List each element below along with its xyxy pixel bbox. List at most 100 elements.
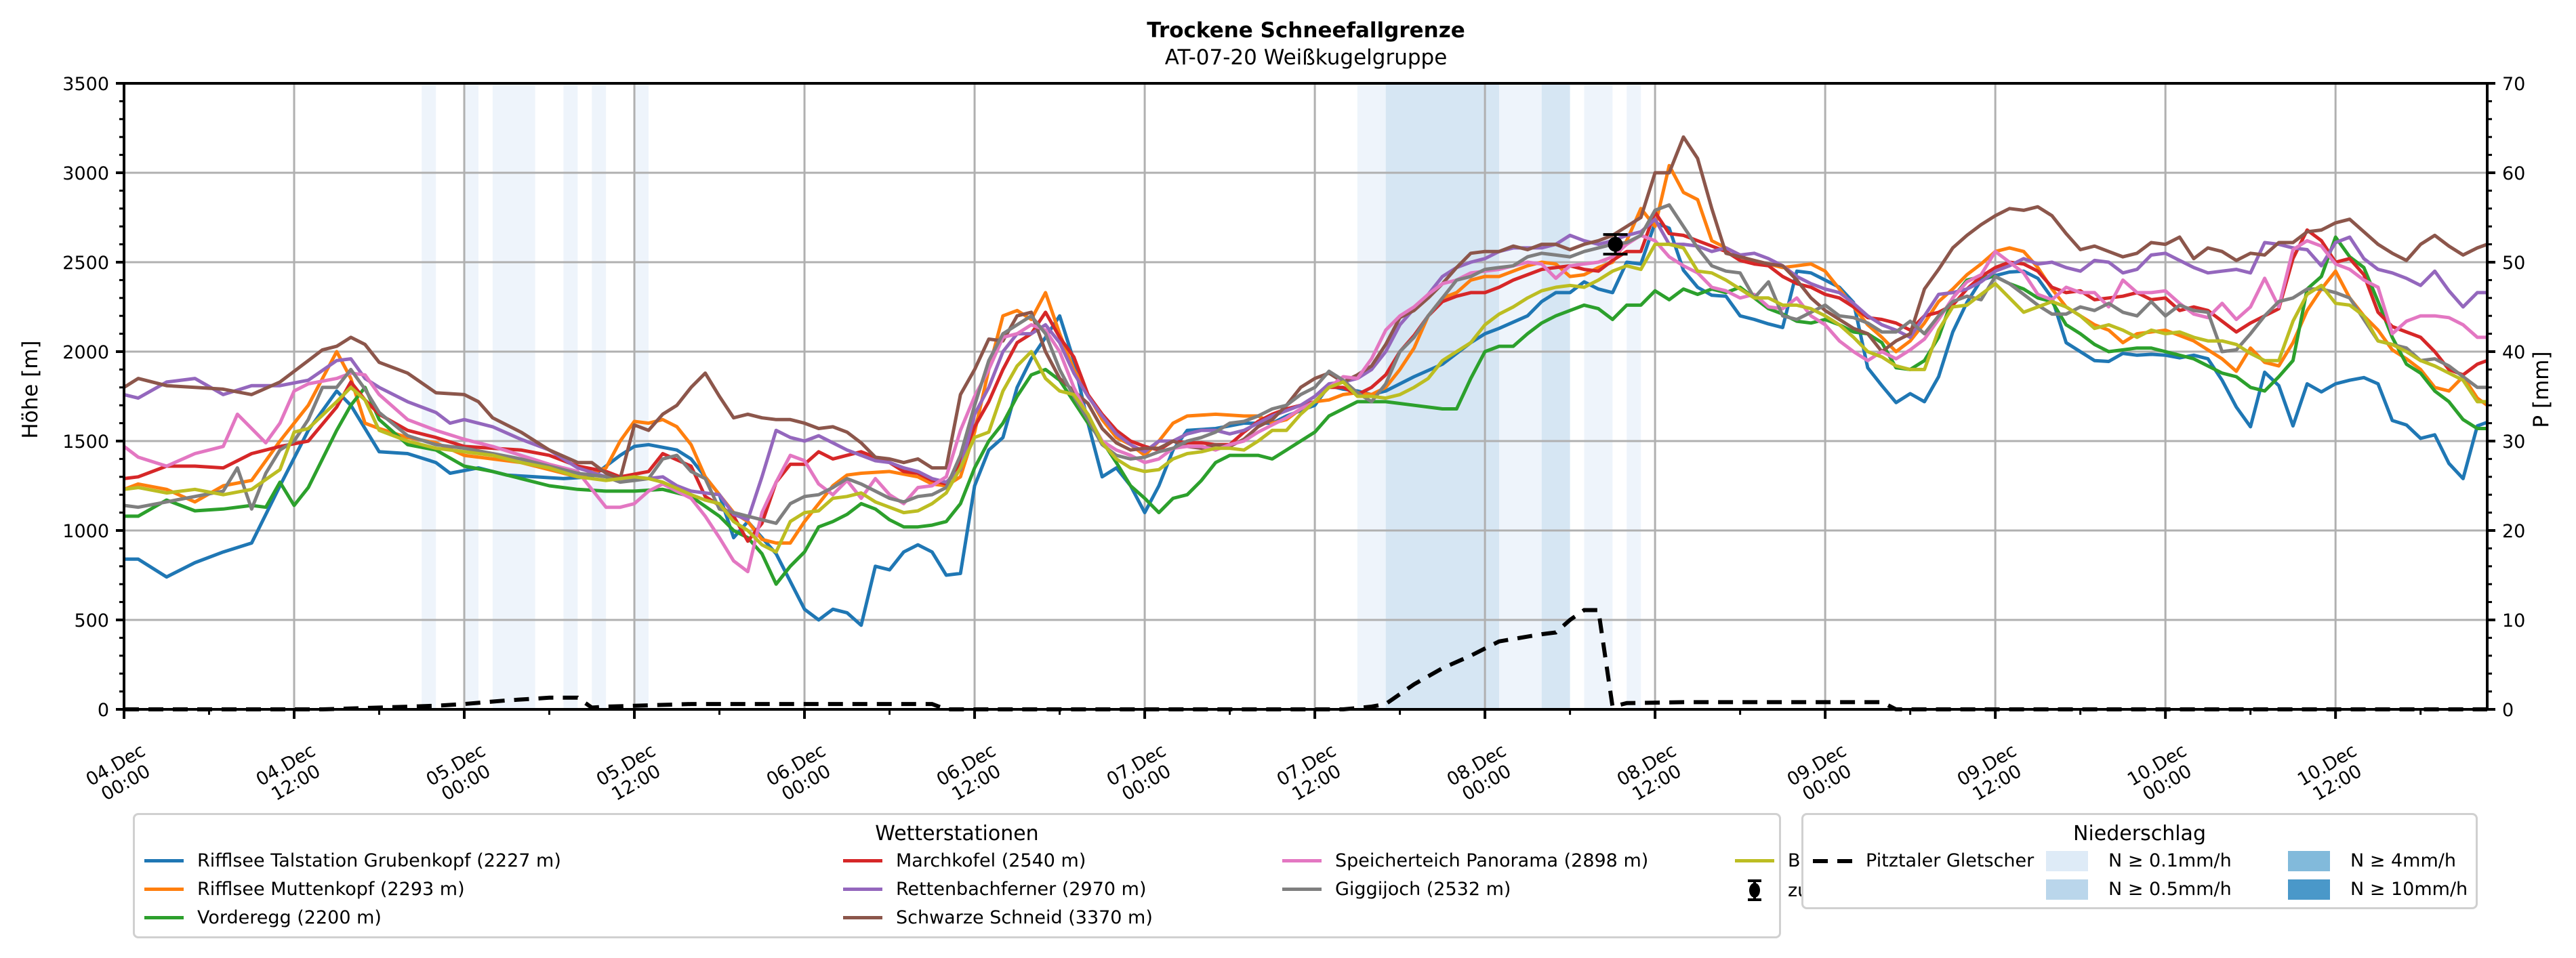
precip-bands <box>422 83 1641 709</box>
legend-label: Marchkofel (2540 m) <box>896 850 1086 871</box>
y-tick-label: 2000 <box>62 342 109 363</box>
line-swatch <box>144 888 184 891</box>
precip-band <box>1584 83 1613 709</box>
x-tick-label: 06.Dec00:00 <box>763 740 840 808</box>
legend-item-station: Schwarze Schneid (3370 m) <box>843 907 1153 928</box>
legend-label: Rifflsee Muttenkopf (2293 m) <box>197 879 465 900</box>
y-tick-label: 0 <box>98 700 109 721</box>
precip-band <box>592 83 607 709</box>
legend-precip: Niederschlag Pitztaler Gletscher N ≥ 0.1… <box>1801 813 2478 909</box>
line-swatch <box>144 859 184 862</box>
legend-label: Giggijoch (2532 m) <box>1335 879 1511 900</box>
y2-tick-label: 10 <box>2502 610 2525 631</box>
y-tick-label: 3500 <box>62 74 109 95</box>
legend-level-2: N ≥ 4mm/h <box>2288 850 2456 871</box>
plot-frame <box>123 82 2489 711</box>
precip-band <box>1385 83 1500 709</box>
level-label: N ≥ 0.1mm/h <box>2108 850 2232 871</box>
line-swatch <box>1282 859 1322 862</box>
y-tick-label: 1000 <box>62 521 109 542</box>
series-line-2 <box>124 235 2487 586</box>
legend-label: Rifflsee Talstation Grubenkopf (2227 m) <box>197 850 561 871</box>
precip-band <box>1627 83 1641 709</box>
legend-level-3: N ≥ 10mm/h <box>2288 879 2468 900</box>
level-swatch <box>2046 879 2088 900</box>
legend-level-1: N ≥ 0.5mm/h <box>2046 879 2232 900</box>
y2-tick-label: 50 <box>2502 253 2525 274</box>
y2-tick-label: 70 <box>2502 74 2525 95</box>
legend-item-station: Marchkofel (2540 m) <box>843 850 1086 871</box>
legend-stations-title: Wetterstationen <box>875 822 1039 846</box>
legend-item-station: Rifflsee Muttenkopf (2293 m) <box>144 879 465 900</box>
x-tick-label: 04.Dec12:00 <box>253 740 329 808</box>
y-tick-label: 500 <box>74 610 109 631</box>
legend-level-0: N ≥ 0.1mm/h <box>2046 850 2232 871</box>
precip-band <box>1499 83 1542 709</box>
x-tick-label: 09.Dec00:00 <box>1784 740 1860 808</box>
legend-item-station: Giggijoch (2532 m) <box>1282 879 1511 900</box>
line-swatch <box>1282 888 1322 891</box>
precip-band <box>422 83 436 709</box>
legend-precip-line-label: Pitztaler Gletscher <box>1866 850 2035 871</box>
legend-label: Rettenbachferner (2970 m) <box>896 879 1147 900</box>
legend-precip-line: Pitztaler Gletscher <box>1813 850 2034 871</box>
x-tick-label: 09.Dec12:00 <box>1954 740 2030 808</box>
x-tick-label: 10.Dec00:00 <box>2124 740 2201 808</box>
x-tick-label: 05.Dec00:00 <box>423 740 499 808</box>
legend-item-station: Speicherteich Panorama (2898 m) <box>1282 850 1648 871</box>
chart-subtitle: AT-07-20 Weißkugelgruppe <box>1165 45 1448 70</box>
legend-precip-title: Niederschlag <box>2073 822 2206 846</box>
observation-point <box>1608 236 1623 252</box>
x-tick-label: 08.Dec12:00 <box>1614 740 1690 808</box>
legend-item-station: Vorderegg (2200 m) <box>144 907 382 928</box>
grid <box>124 83 2487 709</box>
y2-tick-label: 40 <box>2502 342 2525 363</box>
legend-label: Vorderegg (2200 m) <box>197 907 382 928</box>
x-tick-label: 07.Dec12:00 <box>1273 740 1350 808</box>
line-swatch <box>843 859 882 862</box>
series-line-5 <box>123 135 2488 480</box>
x-tick-label: 10.Dec12:00 <box>2294 740 2371 808</box>
y2-tick-label: 20 <box>2502 521 2525 542</box>
line-swatch <box>843 916 882 919</box>
x-tick-label: 05.Dec12:00 <box>593 740 670 808</box>
y-tick-label: 3000 <box>62 163 109 184</box>
line-swatch <box>1735 859 1774 862</box>
dashed-line-swatch <box>1813 858 1852 863</box>
legend-label: Schwarze Schneid (3370 m) <box>896 907 1153 928</box>
precip-band <box>634 83 649 709</box>
level-label: N ≥ 0.5mm/h <box>2108 879 2232 900</box>
series-line-0 <box>124 221 2488 627</box>
y2-tick-label: 0 <box>2502 700 2514 721</box>
legend-item-station: Rifflsee Talstation Grubenkopf (2227 m) <box>144 850 561 871</box>
line-swatch <box>144 916 184 919</box>
precip-band <box>1541 83 1570 709</box>
series-line-8 <box>123 243 2487 554</box>
x-tick-label: 04.Dec00:00 <box>83 740 159 808</box>
legend-item-station: Rettenbachferner (2970 m) <box>843 879 1147 900</box>
series-line-6 <box>123 233 2487 574</box>
line-swatch <box>843 888 882 891</box>
series-line-4 <box>123 217 2487 522</box>
observation-marker <box>1603 233 1628 256</box>
x-tick-label: 08.Dec00:00 <box>1444 740 1520 808</box>
y2-tick-label: 30 <box>2502 432 2525 453</box>
y-tick-label: 2500 <box>62 253 109 274</box>
level-swatch <box>2288 850 2330 871</box>
x-tick-label: 07.Dec00:00 <box>1103 740 1180 808</box>
y-tick-label: 1500 <box>62 432 109 453</box>
series-group <box>123 135 2489 627</box>
precip-band <box>492 83 535 709</box>
chart-title: Trockene Schneefallgrenze <box>1147 18 1465 43</box>
legend-stations: Wetterstationen Rifflsee Talstation Grub… <box>133 813 2049 938</box>
level-swatch <box>2288 879 2330 900</box>
y2-axis-label: P [mm] <box>2529 351 2554 428</box>
precip-line-group <box>124 608 2487 711</box>
y-axis-label: Höhe [m] <box>18 340 43 438</box>
y2-tick-label: 60 <box>2502 163 2525 184</box>
legend-label: Speicherteich Panorama (2898 m) <box>1335 850 1649 871</box>
precip-band <box>563 83 578 709</box>
errorbar-marker-icon <box>1748 879 1761 901</box>
level-label: N ≥ 10mm/h <box>2350 879 2468 900</box>
